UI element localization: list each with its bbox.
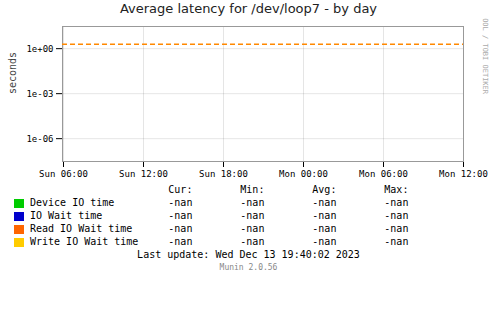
html-text:Min:: Min:: [240, 184, 265, 195]
html-text:-nan: -nan: [168, 223, 193, 234]
html-text:-nan: -nan: [384, 210, 409, 221]
html-text:-nan: -nan: [168, 210, 193, 221]
html-text:Avg:: Avg:: [312, 184, 337, 195]
html-text:-nan: -nan: [384, 197, 409, 208]
svg-text:Mon 00:00: Mon 00:00: [279, 169, 328, 179]
html-text:Read IO Wait time: Read IO Wait time: [30, 223, 133, 234]
html-text:Cur:: Cur:: [168, 184, 193, 195]
svg-text:1e+00: 1e+00: [26, 44, 53, 54]
html-text:-nan: -nan: [312, 197, 337, 208]
svg-text:1e-03: 1e-03: [26, 89, 53, 99]
html-text:Max:: Max:: [384, 184, 409, 195]
html-text:Device IO time: Device IO time: [30, 197, 115, 208]
svg-text:Sun 06:00: Sun 06:00: [39, 169, 88, 179]
html-text:-nan: -nan: [240, 210, 265, 221]
html-text:-nan: -nan: [240, 223, 265, 234]
svg-text:Sun 12:00: Sun 12:00: [119, 169, 168, 179]
html-text:-nan: -nan: [312, 223, 337, 234]
html-text:-nan: -nan: [240, 197, 265, 208]
html-text:Last update: Wed Dec 13 19:40:: Last update: Wed Dec 13 19:40:02 2023: [137, 249, 360, 260]
html-text:-nan: -nan: [168, 197, 193, 208]
html-text:-nan: -nan: [168, 236, 193, 247]
html-text:Write IO Wait time: Write IO Wait time: [30, 236, 139, 247]
svg-text:RRDTOOL / TOBI OETIKER: RRDTOOL / TOBI OETIKER: [481, 18, 489, 95]
svg-text:seconds: seconds: [7, 52, 18, 94]
html-text:-nan: -nan: [384, 236, 409, 247]
html-text:-nan: -nan: [312, 236, 337, 247]
html-text:IO Wait time: IO Wait time: [30, 210, 103, 221]
svg-text:Sun 18:00: Sun 18:00: [199, 169, 248, 179]
svg-text:Mon 06:00: Mon 06:00: [359, 169, 408, 179]
html-text:-nan: -nan: [240, 236, 265, 247]
html-text:Average latency for /dev/loop7: Average latency for /dev/loop7 - by day: [119, 1, 377, 16]
svg-text:Mon 12:00: Mon 12:00: [439, 169, 488, 179]
html-text:Munin 2.0.56: Munin 2.0.56: [219, 263, 278, 272]
html-text:-nan: -nan: [312, 210, 337, 221]
html-text:-nan: -nan: [384, 223, 409, 234]
svg-text:1e-06: 1e-06: [26, 134, 53, 144]
